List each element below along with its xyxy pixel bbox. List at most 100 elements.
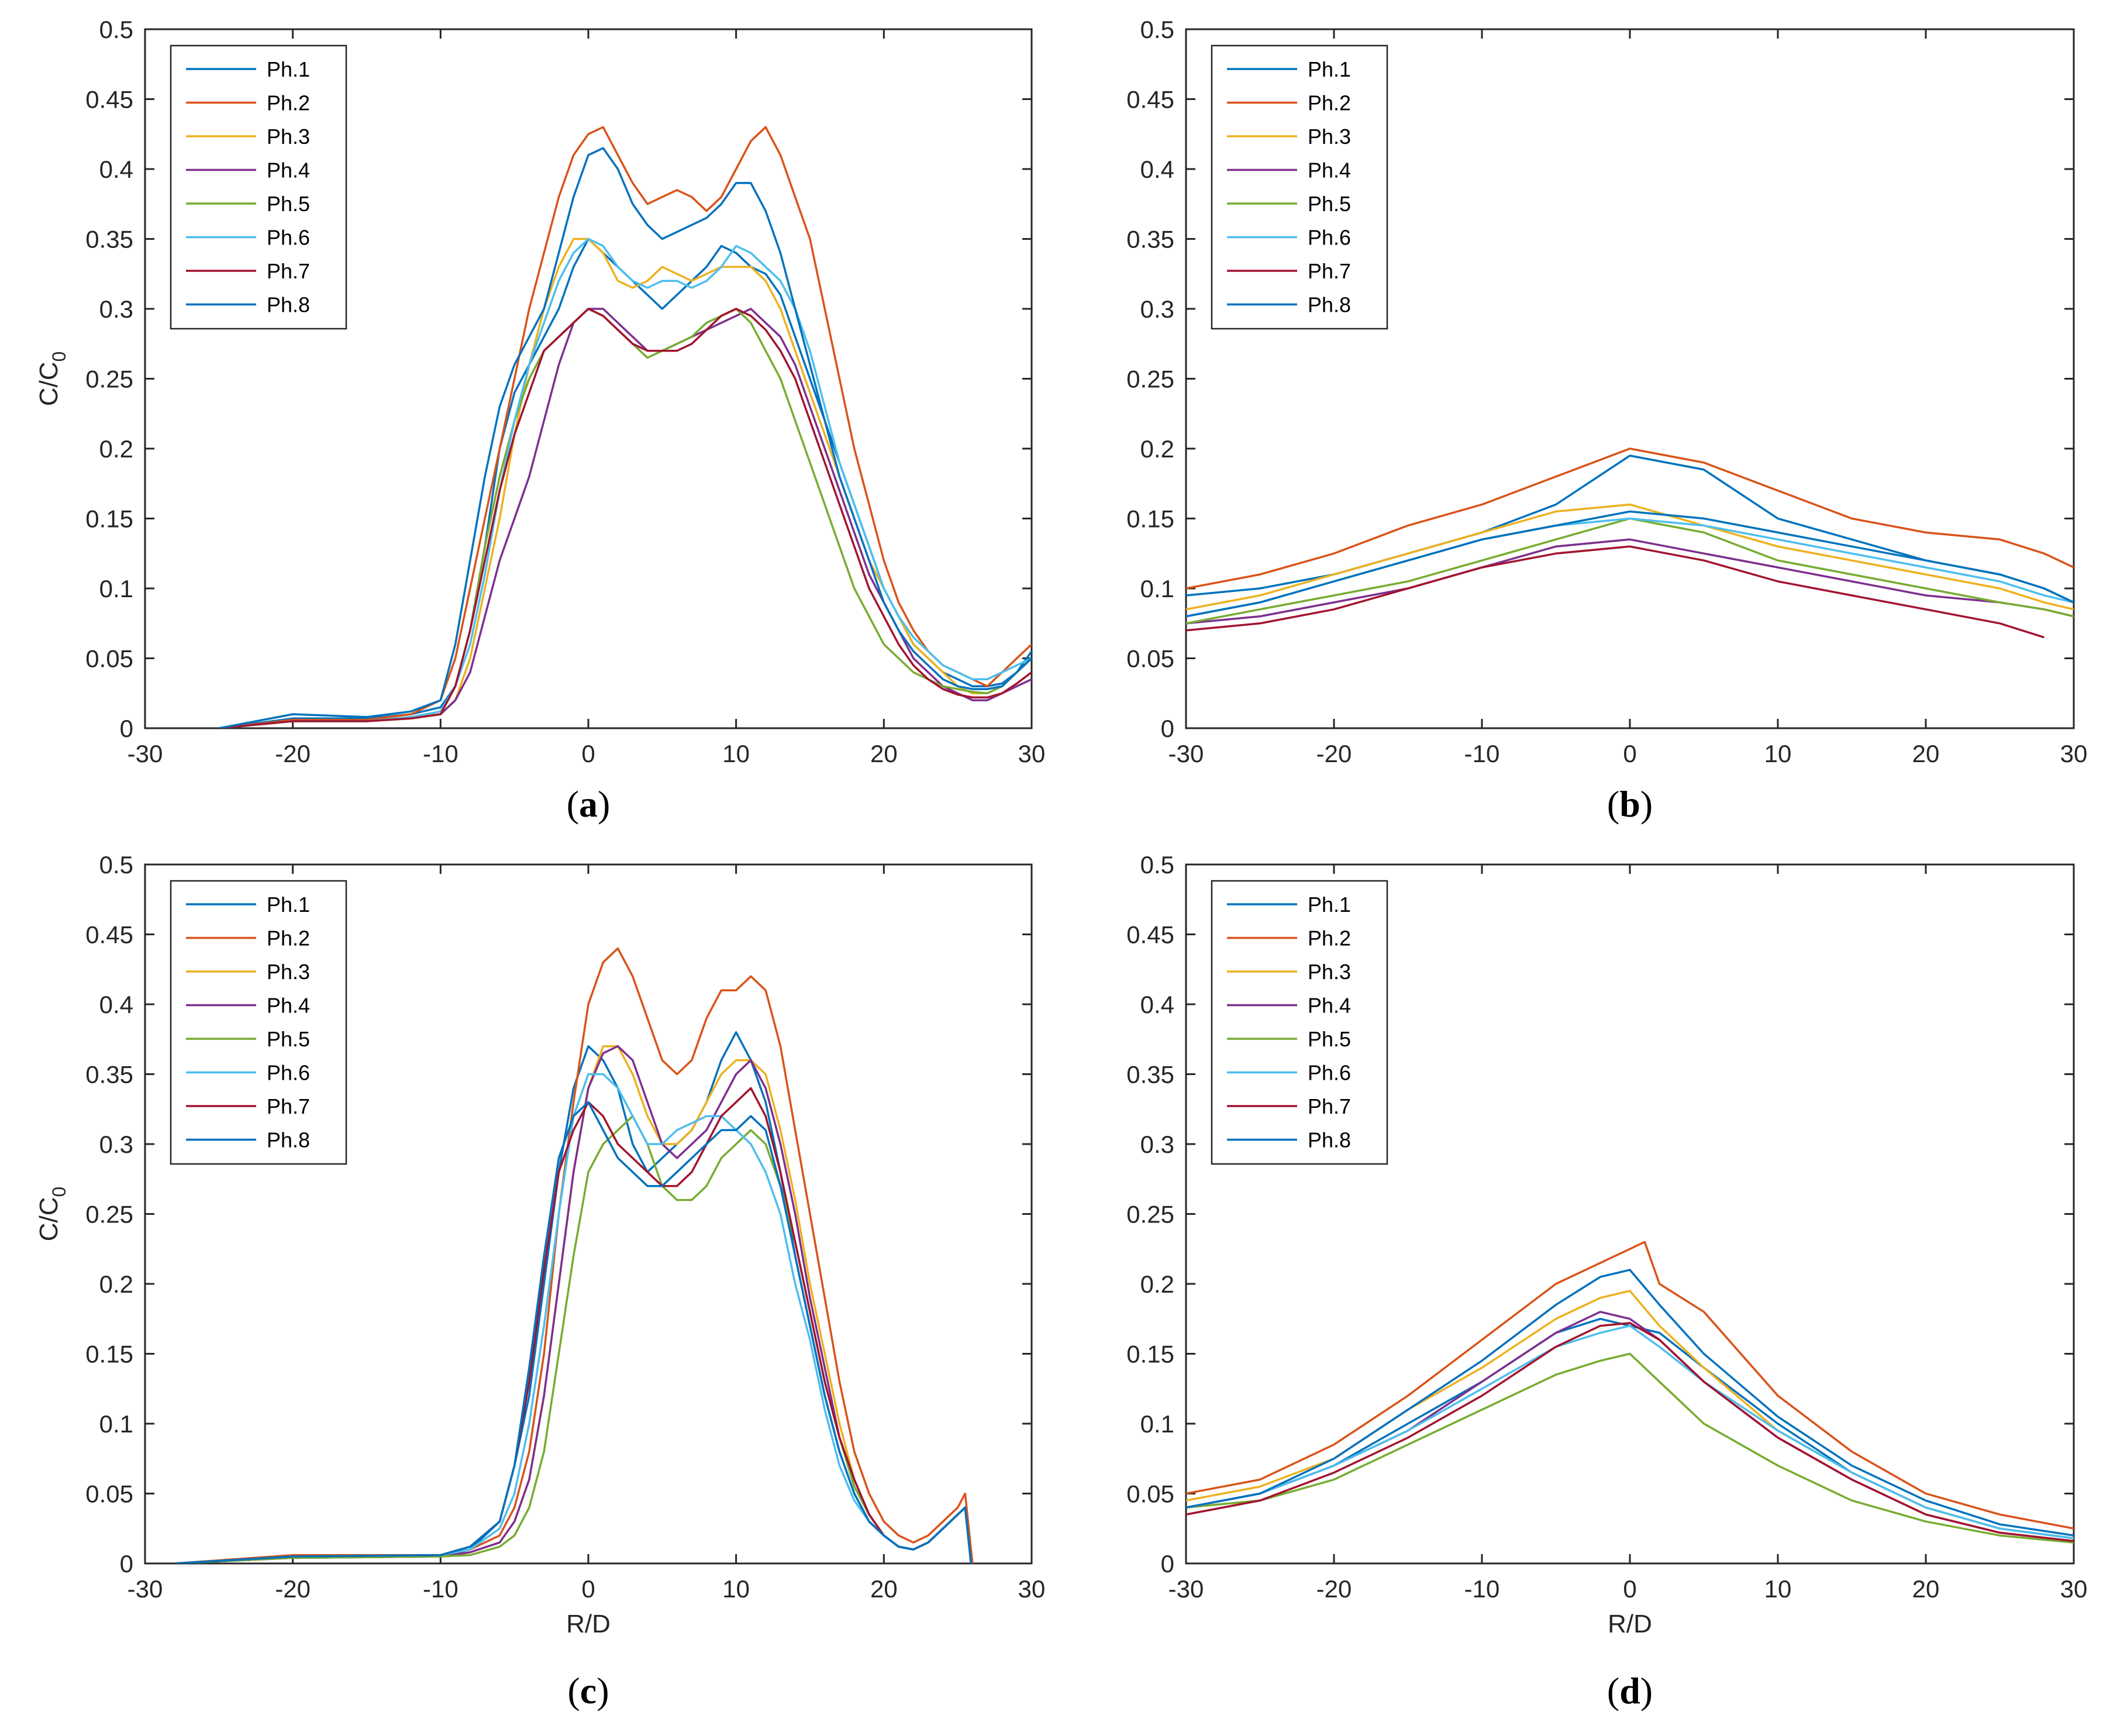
- y-tick-label: 0.35: [85, 1061, 133, 1089]
- panel-caption-close: ): [597, 1670, 609, 1711]
- panel-caption: (a): [567, 783, 611, 825]
- legend-label: Ph.6: [1308, 226, 1351, 250]
- y-axis-label-sub: 0: [49, 1187, 70, 1197]
- series-line-ph3: [219, 237, 1032, 728]
- panel-caption: (c): [567, 1670, 609, 1711]
- legend-label: Ph.2: [1308, 91, 1351, 115]
- series-line-ph5: [1186, 1352, 2074, 1544]
- series-group: [1186, 1241, 2074, 1544]
- x-tick-label: -10: [1464, 740, 1500, 767]
- panel-caption-close: ): [1640, 1670, 1653, 1711]
- x-tick-label: 0: [1623, 1575, 1636, 1603]
- legend-label: Ph.8: [267, 1128, 310, 1152]
- y-tick-label: 0.2: [99, 1270, 133, 1298]
- y-axis-label-main: C/C: [35, 1197, 63, 1242]
- y-tick-label: 0.5: [1140, 851, 1174, 879]
- x-tick-label: 0: [581, 740, 595, 767]
- x-tick-label: -30: [1168, 1575, 1204, 1603]
- legend-label: Ph.2: [267, 91, 310, 115]
- legend-label: Ph.2: [1308, 926, 1351, 950]
- legend-label: Ph.7: [1308, 1094, 1351, 1118]
- legend-label: Ph.3: [267, 125, 310, 149]
- legend-label: Ph.7: [267, 259, 310, 283]
- legend: Ph.1 Ph.2 Ph.3 Ph.4 Ph.5 Ph.6 Ph.7 Ph.8: [170, 880, 347, 1165]
- chart-panel-d: -30 -20 -10 0 10 20 30 0 0.05 0.1 0.15 0.2 0.25 0.3 0.…: [1126, 851, 2087, 1711]
- x-tick-label: 30: [2060, 740, 2088, 767]
- y-tick-label: 0.45: [85, 921, 133, 949]
- y-tick-label: 0.2: [99, 435, 133, 463]
- x-tick-label: 30: [1018, 740, 1046, 767]
- legend-box: [170, 880, 347, 1165]
- y-tick-label: 0.1: [1140, 1410, 1174, 1438]
- x-tick-label: -20: [275, 740, 311, 767]
- y-tick-label: 0.45: [85, 86, 133, 113]
- series-line-ph2: [1186, 1241, 2074, 1530]
- series-line-ph8: [174, 1101, 973, 1563]
- y-tick-label: 0.35: [1126, 1061, 1174, 1089]
- x-tick-label: -20: [1316, 1575, 1352, 1603]
- legend-label: Ph.4: [1308, 159, 1351, 182]
- series-line-ph2: [174, 947, 974, 1563]
- panel-caption-letter: a: [579, 783, 598, 825]
- x-tick-label: 0: [581, 1575, 595, 1603]
- x-tick-label: -10: [1464, 1575, 1500, 1603]
- chart-panel-a: -30 -20 -10 0 10 20 30 0 0.05 0.1 0.15 0.2 0.25 0.3 0.…: [35, 16, 1045, 825]
- legend-label: Ph.5: [1308, 1027, 1351, 1051]
- x-axis-label: R/D: [566, 1610, 611, 1638]
- x-tick-label: 20: [1912, 1575, 1940, 1603]
- y-tick-label: 0.3: [99, 1131, 133, 1158]
- y-tick-label: 0.15: [1126, 1341, 1174, 1368]
- y-tick-label: 0.5: [99, 851, 133, 879]
- legend-box: [1211, 880, 1388, 1165]
- legend-label: Ph.5: [267, 1027, 310, 1051]
- y-tick-label: 0.1: [1140, 575, 1174, 602]
- chart-panel-c: -30 -20 -10 0 10 20 30 0 0.05 0.1 0.15 0.2 0.25 0.3 0.…: [35, 851, 1045, 1711]
- series-line-ph7: [1186, 1322, 2074, 1542]
- legend-label: Ph.6: [267, 226, 310, 250]
- x-tick-label: 20: [1912, 740, 1940, 767]
- legend-label: Ph.5: [267, 192, 310, 216]
- legend: Ph.1 Ph.2 Ph.3 Ph.4 Ph.5 Ph.6 Ph.7 Ph.8: [1211, 880, 1388, 1165]
- series-line-ph7: [1186, 545, 2045, 639]
- y-tick-label: 0.25: [1126, 366, 1174, 393]
- panel-caption-close: ): [598, 783, 610, 825]
- legend-label: Ph.4: [1308, 994, 1351, 1018]
- y-axis-label-sub: 0: [49, 352, 70, 362]
- y-tick-label: 0.3: [1140, 295, 1174, 323]
- series-line-ph2: [1186, 447, 2074, 590]
- series-line-ph8: [1186, 510, 2074, 618]
- x-tick-label: -10: [423, 740, 458, 767]
- y-axis-label-main: C/C: [35, 362, 63, 407]
- y-tick-label: 0.3: [99, 295, 133, 323]
- series-line-ph4: [1186, 538, 2074, 625]
- y-tick-label: 0.25: [85, 366, 133, 393]
- x-tick-label: 10: [722, 740, 750, 767]
- legend-label: Ph.1: [1308, 893, 1351, 917]
- y-tick-label: 0.4: [1140, 991, 1174, 1018]
- x-tick-label: -30: [127, 740, 163, 767]
- legend-label: Ph.2: [267, 926, 310, 950]
- panel-caption-open: (: [1607, 1670, 1619, 1711]
- y-tick-label: 0.25: [85, 1201, 133, 1228]
- legend-label: Ph.7: [267, 1094, 310, 1118]
- y-tick-label: 0.45: [1126, 921, 1174, 949]
- y-tick-label: 0.05: [85, 645, 133, 673]
- y-tick-label: 0: [1161, 715, 1174, 742]
- series-line-ph2: [219, 126, 1032, 728]
- y-tick-label: 0: [120, 1550, 133, 1577]
- y-tick-label: 0.1: [99, 1410, 133, 1438]
- y-tick-label: 0.5: [99, 16, 133, 43]
- legend: Ph.1 Ph.2 Ph.3 Ph.4 Ph.5 Ph.6 Ph.7 Ph.8: [1211, 44, 1388, 330]
- series-line-ph5: [219, 308, 1032, 728]
- x-tick-label: 10: [1764, 740, 1792, 767]
- y-tick-label: 0.2: [1140, 435, 1174, 463]
- y-axis-label: C/C0: [35, 352, 70, 407]
- x-tick-label: -30: [1168, 740, 1204, 767]
- legend-label: Ph.1: [267, 893, 310, 917]
- x-tick-label: 30: [1018, 1575, 1046, 1603]
- legend-label: Ph.8: [1308, 1128, 1351, 1152]
- legend-label: Ph.8: [267, 293, 310, 317]
- y-tick-label: 0.1: [99, 575, 133, 602]
- x-tick-label: 10: [722, 1575, 750, 1603]
